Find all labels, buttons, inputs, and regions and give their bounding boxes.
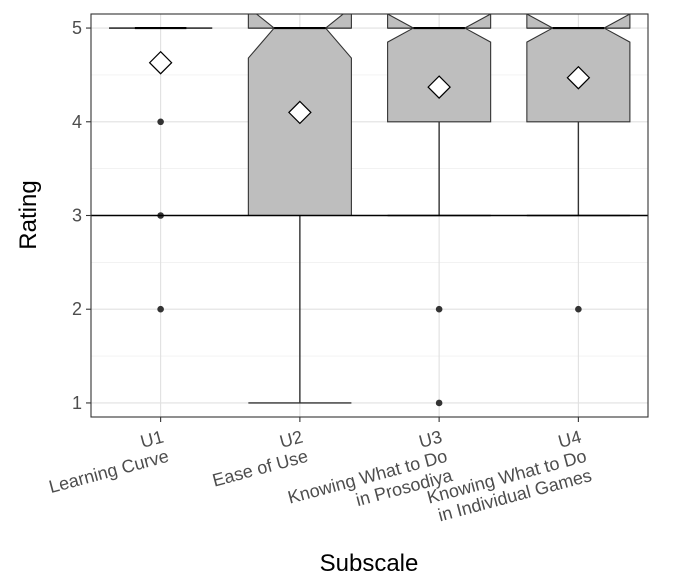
y-tick-label: 5 bbox=[72, 18, 82, 38]
box-group bbox=[526, 14, 631, 313]
y-axis: 1 2 3 4 5 bbox=[72, 18, 91, 413]
mean-marker bbox=[288, 100, 312, 125]
outlier-point bbox=[435, 399, 443, 407]
box-group bbox=[109, 26, 213, 313]
mean-marker bbox=[148, 50, 173, 75]
outlier-point bbox=[157, 118, 164, 126]
x-axis-title: Subscale bbox=[320, 550, 419, 577]
y-tick-label: 1 bbox=[72, 393, 82, 413]
box-group bbox=[387, 14, 492, 407]
y-tick-label: 4 bbox=[72, 112, 82, 132]
mean-marker bbox=[427, 75, 451, 99]
y-tick-label: 2 bbox=[72, 299, 82, 319]
mean-marker bbox=[566, 65, 591, 90]
outlier-point bbox=[575, 305, 582, 313]
notched-box bbox=[387, 14, 492, 123]
y-axis-title: Rating bbox=[15, 180, 42, 249]
outlier-point bbox=[435, 305, 443, 313]
y-tick-label: 3 bbox=[72, 206, 82, 226]
boxes bbox=[109, 14, 631, 407]
box-group bbox=[247, 14, 352, 404]
outlier-point bbox=[157, 305, 164, 313]
